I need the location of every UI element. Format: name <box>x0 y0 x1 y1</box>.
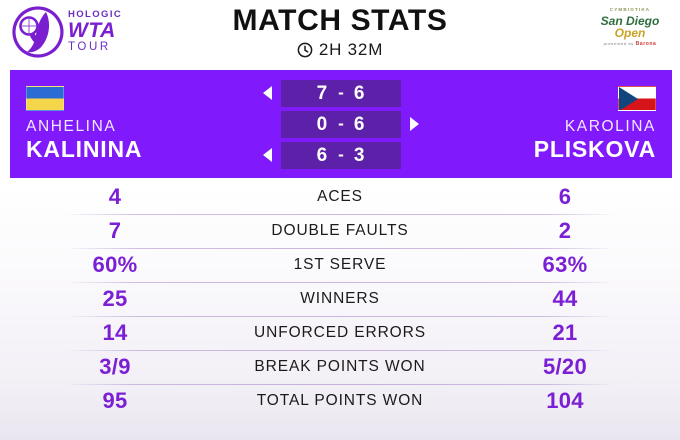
stat-row-double-faults: 7 DOUBLE FAULTS 2 <box>0 214 680 248</box>
stat-unforced-errors-right: 21 <box>552 320 578 345</box>
title-block: MATCH STATS 2H 32M <box>0 4 680 63</box>
stat-aces-left: 4 <box>108 184 122 209</box>
stats-table: 4 ACES 6 7 DOUBLE FAULTS 2 60% 1ST SERVE… <box>0 180 680 418</box>
header: HOLOGIC WTA TOUR MATCH STATS 2H 32M CYMB… <box>0 0 680 70</box>
set-score-row-2: 0 - 6 <box>253 110 429 138</box>
set-winner-arrow-left-1 <box>263 86 272 100</box>
stat-double-faults-label: DOUBLE FAULTS <box>271 222 409 239</box>
presented-by-text: presented by <box>603 40 636 46</box>
stat-row-break-points-won: 3/9 BREAK POINTS WON 5/20 <box>0 350 680 384</box>
wta-label: WTA <box>68 19 116 42</box>
stat-break-points-won-right: 5/20 <box>542 354 588 379</box>
set-winner-arrow-right-2 <box>410 117 419 131</box>
set-score-row-3: 6 - 3 <box>253 141 429 169</box>
set2-dash: - <box>338 114 344 133</box>
czech-republic-flag-icon <box>618 86 656 111</box>
stat-total-points-won-label: TOTAL POINTS WON <box>256 392 424 409</box>
stat-double-faults-right: 2 <box>558 218 572 243</box>
set-score-box-2: 0 - 6 <box>281 110 401 138</box>
tournament-name-open: Open <box>614 25 646 40</box>
tournament-logo: CYMBIOTIKA San Diego Open presented by B… <box>588 7 672 52</box>
stat-row-aces: 4 ACES 6 <box>0 180 680 214</box>
stat-winners-left: 25 <box>102 286 128 311</box>
tournament-sponsor-top: CYMBIOTIKA <box>609 7 651 12</box>
stat-aces-label: ACES <box>317 188 363 205</box>
wta-racquet-player-icon <box>12 6 64 58</box>
set3-left-games: 6 <box>316 144 329 166</box>
wta-logo-text: HOLOGIC WTA TOUR <box>68 9 140 54</box>
set-winner-arrow-left-3 <box>263 148 272 162</box>
stat-aces-right: 6 <box>558 184 572 209</box>
stat-first-serve-right: 63% <box>542 252 588 277</box>
set-score-row-1: 7 - 6 <box>253 79 429 107</box>
stat-row-first-serve: 60% 1ST SERVE 63% <box>0 248 680 282</box>
stat-break-points-won-left: 3/9 <box>99 354 131 379</box>
stat-winners-label: WINNERS <box>300 290 380 307</box>
set-scores: 7 - 6 0 - 6 6 - 3 <box>253 79 429 169</box>
page-title: MATCH STATS <box>232 4 448 37</box>
scoreboard-banner: ANHELINA KALININA 7 - 6 0 - 6 <box>10 70 672 178</box>
clock-icon <box>297 42 313 58</box>
stat-winners-right: 44 <box>552 286 578 311</box>
stat-double-faults-left: 7 <box>108 218 122 243</box>
wta-tour-logo: HOLOGIC WTA TOUR <box>12 4 140 60</box>
stat-unforced-errors-left: 14 <box>102 320 128 345</box>
stat-row-unforced-errors: 14 UNFORCED ERRORS 21 <box>0 316 680 350</box>
tournament-name-city: San Diego <box>600 13 660 28</box>
tournament-presenter: presented by Barona <box>588 40 672 47</box>
stat-total-points-won-right: 104 <box>546 388 584 413</box>
set-score-box-3: 6 - 3 <box>281 141 401 169</box>
player-left: ANHELINA KALININA <box>10 86 253 162</box>
tournament-name: San Diego Open <box>588 15 672 39</box>
set3-dash: - <box>338 145 344 164</box>
set3-right-games: 3 <box>353 144 366 166</box>
player-right-last-name: PLISKOVA <box>533 136 656 162</box>
player-right-first-name: KAROLINA <box>564 118 656 135</box>
presenter-name: Barona <box>635 40 657 47</box>
stat-total-points-won-left: 95 <box>102 388 128 413</box>
set1-left-games: 7 <box>316 82 329 104</box>
stat-row-winners: 25 WINNERS 44 <box>0 282 680 316</box>
stat-unforced-errors-label: UNFORCED ERRORS <box>254 324 426 341</box>
stat-break-points-won-label: BREAK POINTS WON <box>254 358 426 375</box>
tour-label: TOUR <box>68 41 111 53</box>
hologic-label: HOLOGIC <box>68 9 123 20</box>
set1-right-games: 6 <box>353 82 366 104</box>
stat-first-serve-label: 1ST SERVE <box>293 256 387 273</box>
duration-text: 2H 32M <box>318 40 384 59</box>
stat-first-serve-left: 60% <box>92 252 138 277</box>
set2-left-games: 0 <box>316 113 329 135</box>
set-score-box-1: 7 - 6 <box>281 79 401 107</box>
player-right: KAROLINA PLISKOVA <box>429 86 672 162</box>
player-left-last-name: KALININA <box>26 136 143 162</box>
ukraine-flag-icon <box>26 86 64 111</box>
set2-right-games: 6 <box>353 113 366 135</box>
set1-dash: - <box>338 83 344 102</box>
stat-row-total-points-won: 95 TOTAL POINTS WON 104 <box>0 384 680 418</box>
match-duration: 2H 32M <box>297 40 383 60</box>
player-left-first-name: ANHELINA <box>26 118 117 135</box>
